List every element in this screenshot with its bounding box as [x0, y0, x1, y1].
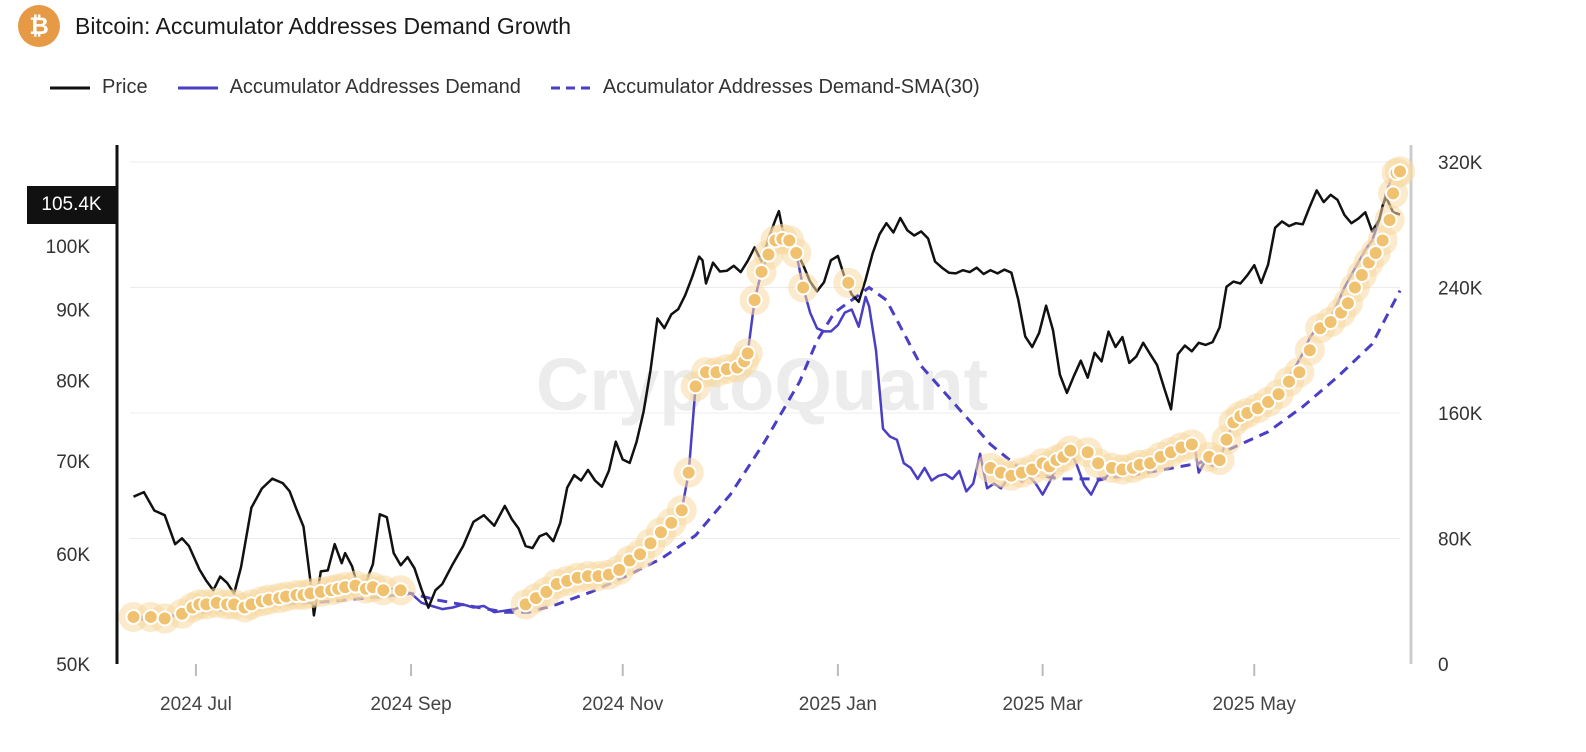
- right-tick-label: 0: [1438, 655, 1449, 676]
- demand-marker: [663, 514, 680, 531]
- legend-item-demand[interactable]: Accumulator Addresses Demand: [177, 76, 521, 99]
- demand-marker: [1062, 442, 1079, 459]
- demand-marker: [1291, 364, 1308, 381]
- demand-marker: [392, 582, 409, 599]
- left-tick-label: 60K: [56, 545, 90, 566]
- demand-marker: [1280, 373, 1297, 390]
- sma-series-line: [133, 285, 1402, 622]
- demand-marker: [611, 561, 628, 578]
- chart-title: Bitcoin: Accumulator Addresses Demand Gr…: [75, 12, 572, 39]
- demand-marker: [1346, 279, 1363, 296]
- current-price-badge: 105.4K: [27, 186, 116, 224]
- demand-marker: [687, 378, 704, 395]
- demand-marker: [142, 608, 159, 625]
- legend-label-sma: Accumulator Addresses Demand-SMA(30): [602, 76, 980, 98]
- x-tick-label: 2025 Jan: [799, 694, 877, 715]
- demand-markers: [118, 156, 1415, 634]
- x-tick-label: 2024 Nov: [582, 694, 664, 715]
- demand-marker: [746, 292, 763, 309]
- left-tick-label: 70K: [56, 452, 90, 473]
- demand-marker: [642, 535, 659, 552]
- right-tick-label: 160K: [1438, 404, 1483, 425]
- demand-marker: [632, 546, 649, 563]
- legend-swatch-demand: [177, 86, 218, 89]
- left-tick-label: 50K: [56, 655, 90, 676]
- legend-item-sma[interactable]: Accumulator Addresses Demand-SMA(30): [550, 76, 980, 99]
- x-tick-label: 2025 Mar: [1002, 694, 1083, 715]
- demand-marker: [673, 502, 690, 519]
- demand-marker: [652, 524, 669, 541]
- demand-marker: [840, 274, 857, 291]
- legend-swatch-sma: [550, 86, 591, 89]
- demand-marker: [1367, 244, 1384, 261]
- demand-marker: [1211, 452, 1228, 469]
- demand-marker: [1270, 386, 1287, 403]
- demand-marker: [1381, 212, 1398, 229]
- demand-marker: [1339, 295, 1356, 312]
- demand-marker: [1385, 185, 1402, 202]
- demand-marker: [788, 244, 805, 261]
- legend-label-price: Price: [102, 76, 148, 98]
- chart-header: ₿ Bitcoin: Accumulator Addresses Demand …: [18, 5, 572, 47]
- demand-marker: [1090, 455, 1107, 472]
- x-tick-label: 2024 Jul: [160, 694, 232, 715]
- demand-marker: [781, 232, 798, 249]
- legend-label-demand: Accumulator Addresses Demand: [229, 76, 521, 98]
- bitcoin-icon: ₿: [18, 5, 60, 47]
- x-tick-label: 2024 Sep: [370, 694, 451, 715]
- demand-marker: [156, 610, 173, 627]
- demand-marker: [760, 246, 777, 263]
- demand-marker: [795, 279, 812, 296]
- demand-marker: [739, 345, 756, 362]
- grid-lines: [130, 161, 1400, 539]
- demand-marker: [1218, 431, 1235, 448]
- demand-marker: [1183, 436, 1200, 453]
- right-tick-label: 80K: [1438, 530, 1472, 551]
- right-tick-label: 320K: [1438, 153, 1483, 174]
- left-tick-label: 90K: [56, 301, 90, 322]
- demand-marker: [125, 608, 142, 625]
- demand-marker: [538, 583, 555, 600]
- right-tick-label: 240K: [1438, 279, 1483, 300]
- demand-marker: [1079, 444, 1096, 461]
- axes: 50K 60K 70K 80K 90K 100K 0 80K 160K 240K 320K 2024 …: [46, 145, 1483, 715]
- demand-marker: [680, 464, 697, 481]
- legend-item-price[interactable]: Price: [50, 76, 148, 99]
- demand-marker: [1301, 342, 1318, 359]
- x-tick-label: 2025 May: [1213, 694, 1297, 715]
- demand-marker: [1353, 266, 1370, 283]
- demand-marker: [1392, 163, 1408, 180]
- left-tick-label: 80K: [56, 372, 90, 393]
- legend-swatch-price: [50, 86, 90, 89]
- demand-marker: [1322, 314, 1339, 331]
- demand-marker: [375, 582, 392, 599]
- demand-marker: [1374, 232, 1391, 249]
- chart-legend: Price Accumulator Addresses Demand Accum…: [50, 76, 1010, 99]
- demand-marker: [1260, 394, 1277, 411]
- demand-marker: [753, 263, 770, 280]
- left-tick-label: 100K: [46, 237, 91, 258]
